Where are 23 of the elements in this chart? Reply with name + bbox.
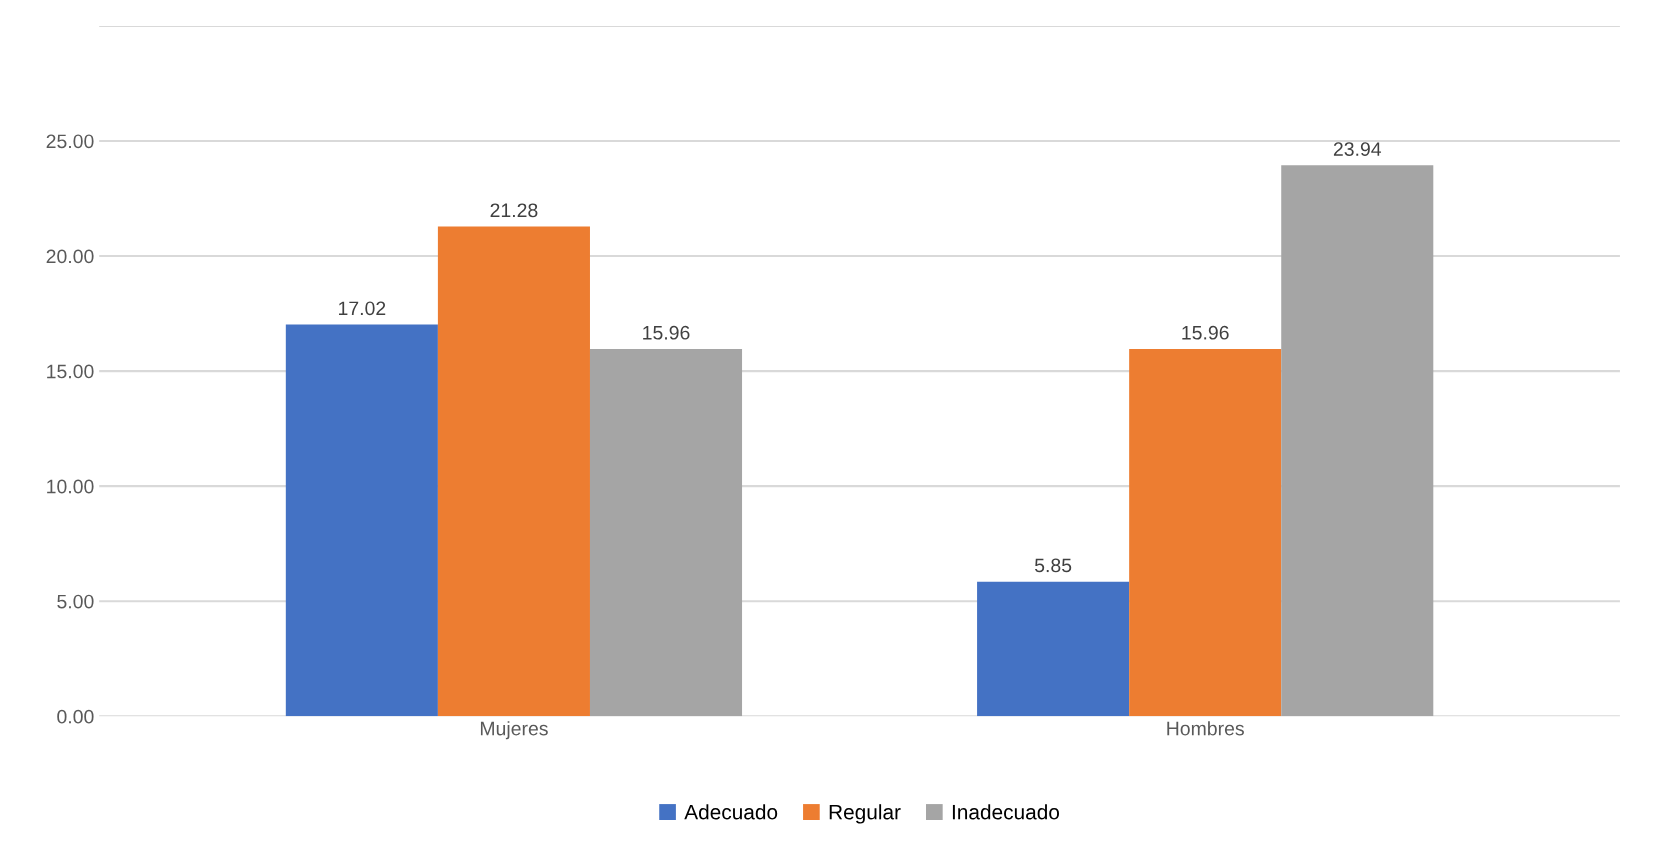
bar xyxy=(1281,165,1434,717)
y-tick-label: 15.00 xyxy=(47,364,94,379)
y-tick-label: 20.00 xyxy=(46,249,94,264)
data-label: 5.85 xyxy=(1034,558,1072,573)
bar xyxy=(285,324,438,717)
bar xyxy=(977,581,1130,717)
bar xyxy=(437,226,590,717)
legend-label: Inadecuado xyxy=(952,804,1060,820)
x-tick-label: Mujeres xyxy=(480,721,548,740)
y-tick-label: 0.00 xyxy=(57,709,94,724)
data-label: 17.02 xyxy=(339,301,386,316)
bar xyxy=(589,349,743,717)
legend-label: Adecuado xyxy=(684,804,778,820)
y-tick-label: 25.00 xyxy=(46,134,94,149)
data-label: 15.96 xyxy=(1182,325,1229,340)
data-label: 15.96 xyxy=(643,325,690,340)
data-label: 23.94 xyxy=(1333,142,1382,156)
bar xyxy=(1129,349,1282,717)
legend-label: Regular xyxy=(829,804,901,824)
y-tick-label: 10.00 xyxy=(47,479,94,494)
y-tick-label: 5.00 xyxy=(57,594,94,609)
x-tick-label: Hombres xyxy=(1167,721,1244,736)
data-label: 21.28 xyxy=(490,203,538,218)
